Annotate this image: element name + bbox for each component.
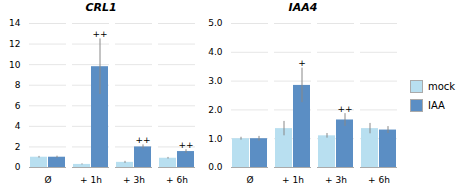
svg-text:0.0: 0.0 — [208, 162, 223, 172]
svg-text:+ 3h: + 3h — [123, 175, 145, 185]
svg-text:0: 0 — [15, 162, 21, 172]
svg-text:+: + — [298, 58, 306, 68]
svg-text:+ 1h: + 1h — [80, 175, 102, 185]
svg-text:2: 2 — [15, 142, 21, 152]
svg-text:10: 10 — [9, 60, 21, 70]
html-text:CRL1: CRL1 — [85, 1, 117, 14]
svg-text:2.0: 2.0 — [208, 105, 223, 115]
svg-text:4: 4 — [15, 121, 21, 131]
svg-text:6: 6 — [15, 101, 21, 111]
html-text:IAA: IAA — [428, 99, 445, 111]
svg-text:3.0: 3.0 — [208, 76, 223, 86]
svg-text:+ 6h: + 6h — [166, 175, 188, 185]
svg-text:Ø: Ø — [246, 175, 253, 185]
svg-text:++: ++ — [92, 29, 107, 39]
svg-text:4.0: 4.0 — [208, 47, 223, 57]
svg-text:8: 8 — [15, 80, 21, 90]
svg-text:1.0: 1.0 — [208, 134, 223, 144]
html-text:IAA4: IAA4 — [288, 1, 318, 14]
html-text:mock: mock — [428, 80, 456, 92]
svg-text:Ø: Ø — [44, 175, 51, 185]
svg-text:++: ++ — [178, 140, 193, 150]
svg-text:+ 1h: + 1h — [282, 175, 304, 185]
svg-text:5.0: 5.0 — [208, 18, 223, 28]
svg-text:+ 3h: + 3h — [325, 175, 347, 185]
svg-text:+ 6h: + 6h — [368, 175, 390, 185]
svg-text:14: 14 — [9, 18, 21, 28]
svg-text:++: ++ — [337, 104, 352, 114]
svg-text:12: 12 — [9, 39, 20, 49]
svg-text:++: ++ — [135, 135, 150, 145]
